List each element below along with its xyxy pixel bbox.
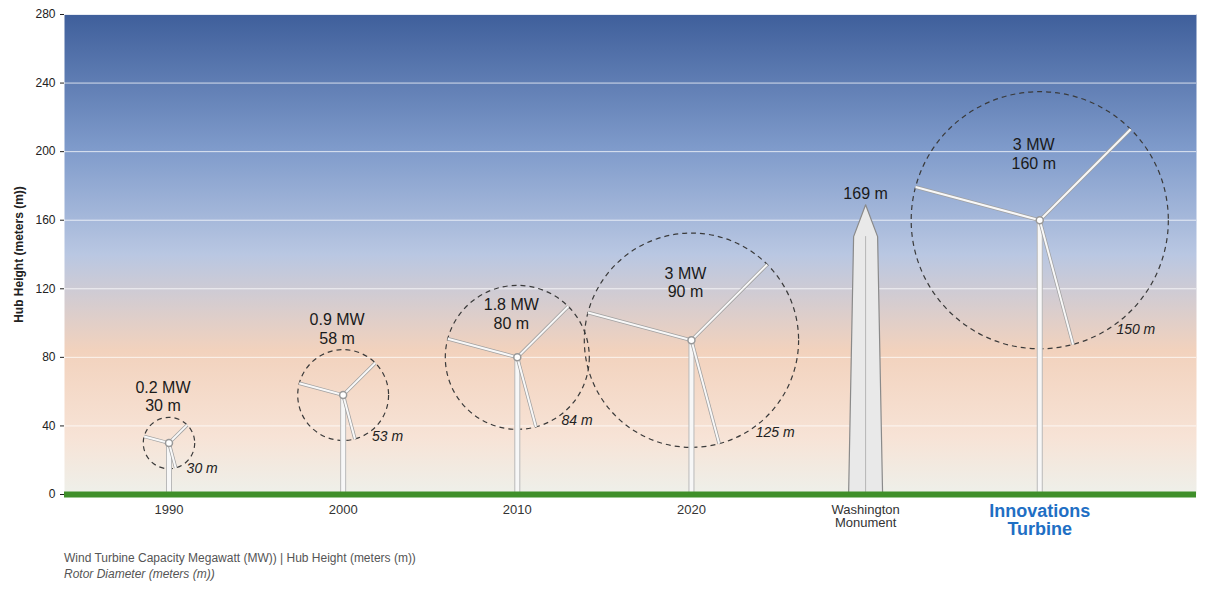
svg-text:169 m: 169 m: [843, 185, 887, 202]
svg-text:280: 280: [35, 7, 55, 21]
svg-text:0.9 MW58 m: 0.9 MW58 m: [310, 311, 366, 346]
svg-text:0: 0: [49, 487, 56, 501]
svg-text:InnovationsTurbine: InnovationsTurbine: [989, 501, 1090, 539]
svg-text:3 MW160 m: 3 MW160 m: [1012, 136, 1056, 171]
svg-text:40: 40: [42, 419, 56, 433]
svg-text:2010: 2010: [503, 502, 532, 517]
svg-text:53 m: 53 m: [372, 428, 403, 444]
svg-text:30 m: 30 m: [187, 460, 218, 476]
svg-text:2020: 2020: [677, 502, 706, 517]
svg-text:84 m: 84 m: [561, 412, 592, 428]
svg-text:200: 200: [35, 144, 55, 158]
svg-text:160: 160: [35, 213, 55, 227]
html-text:Rotor Diameter (meters (m)): Rotor Diameter (meters (m)): [64, 567, 215, 581]
svg-text:120: 120: [35, 282, 55, 296]
svg-text:WashingtonMonument: WashingtonMonument: [832, 502, 900, 530]
svg-text:0.2 MW30 m: 0.2 MW30 m: [135, 379, 191, 414]
svg-text:150 m: 150 m: [1116, 321, 1155, 337]
html-text:Wind Turbine Capacity Megawatt: Wind Turbine Capacity Megawatt (MW)) | H…: [64, 551, 416, 565]
svg-text:1990: 1990: [155, 502, 184, 517]
svg-text:125 m: 125 m: [756, 424, 795, 440]
svg-text:240: 240: [35, 76, 55, 90]
svg-text:1.8 MW80 m: 1.8 MW80 m: [484, 296, 540, 331]
svg-text:Hub Height (meters (m)): Hub Height (meters (m)): [12, 186, 26, 323]
svg-text:3 MW90 m: 3 MW90 m: [665, 265, 708, 300]
svg-text:2000: 2000: [329, 502, 358, 517]
svg-text:80: 80: [42, 350, 56, 364]
